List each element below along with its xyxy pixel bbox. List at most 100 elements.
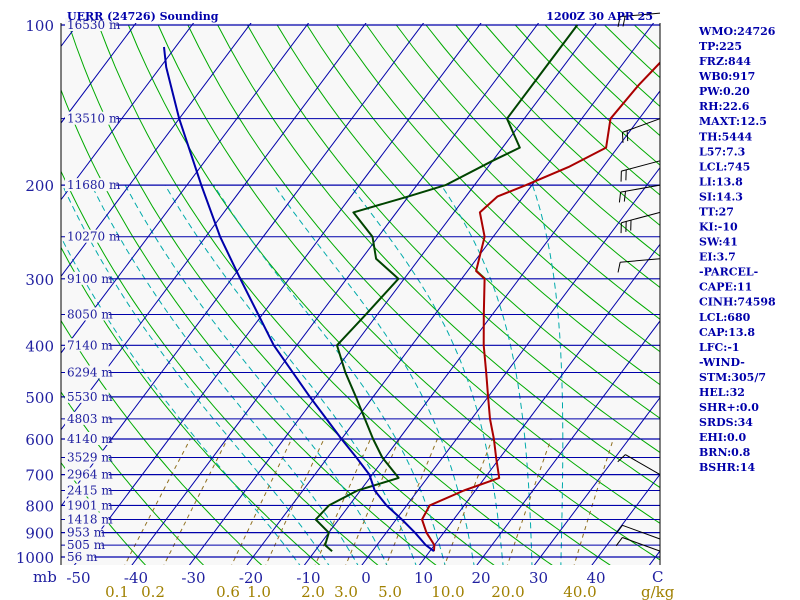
mixing-ratio-label: 2.0: [301, 583, 325, 600]
index-value: TP:225: [699, 40, 742, 53]
chart-title: UERR (24726) Sounding: [67, 10, 219, 23]
wind-barb-staff: [620, 258, 661, 263]
index-value: FRZ:844: [699, 55, 751, 68]
isotherm: [61, 23, 310, 354]
mixing-ratio-label: 40.0: [563, 583, 596, 600]
index-value: BSHR:14: [699, 461, 755, 474]
height-label: 6294 m: [67, 366, 113, 380]
height-label-bg: [65, 338, 109, 352]
index-value: KI:-10: [699, 221, 738, 234]
moist-adiabat: [91, 184, 359, 565]
height-label-bg: [65, 525, 102, 539]
mixing-ratio-line: [444, 438, 493, 565]
parcel-trace: [163, 46, 435, 552]
pressure-tick-label: 600: [25, 431, 54, 449]
dry-adiabat: [336, 24, 660, 353]
height-label-bg: [65, 307, 109, 321]
index-value: TH:5444: [699, 130, 753, 143]
mixing-ratio-label: 0.6: [216, 583, 240, 600]
height-label-bg: [65, 512, 109, 526]
height-label-bg: [65, 538, 102, 552]
temperature-tick-label: -40: [124, 569, 148, 587]
dry-adiabat: [395, 24, 660, 289]
temperature-tick-label: -20: [239, 569, 263, 587]
temperature-tick-label: 20: [471, 569, 490, 587]
height-label: 10270 m: [67, 230, 121, 244]
isotherm: [61, 23, 137, 124]
dewpoint-trace: [314, 24, 579, 552]
mixing-ratio-line: [265, 438, 325, 565]
dry-adiabat: [276, 24, 660, 419]
dry-adiabat: [246, 24, 660, 454]
wind-barbs: [615, 12, 661, 552]
index-value: RH:22.6: [699, 100, 750, 113]
pressure-tick-label: 700: [25, 467, 54, 485]
pressure-unit-label: mb: [33, 568, 57, 586]
isotherm: [476, 320, 660, 565]
isotherm: [73, 23, 482, 565]
mixing-ratio-label: 0.2: [141, 583, 165, 600]
height-label: 953 m: [67, 526, 106, 540]
wind-barb-flag: [621, 132, 624, 143]
mixing-ratio-label: 0.1: [105, 583, 129, 600]
dry-adiabat: [98, 24, 553, 565]
dry-adiabat: [306, 24, 660, 386]
dry-adiabat: [425, 24, 660, 257]
background-lines: [61, 23, 660, 565]
moist-adiabat: [62, 184, 330, 565]
height-label-bg: [65, 178, 117, 192]
pressure-tick-label: 100: [25, 17, 54, 35]
height-label: 11680 m: [67, 178, 121, 192]
mixing-ratio-label: 20.0: [491, 583, 524, 600]
height-label-bg: [65, 389, 109, 403]
moist-adiabat: [124, 184, 388, 565]
wind-barb-staff: [625, 454, 661, 476]
index-value: PW:0.20: [699, 85, 750, 98]
mixing-ratio-unit-label: g/kg: [641, 583, 675, 600]
moist-adiabat: [532, 184, 564, 565]
pressure-tick-label: 200: [25, 177, 54, 195]
index-value: SRDS:34: [699, 416, 753, 429]
index-value: MAXT:12.5: [699, 115, 767, 128]
temperature-tick-label: -50: [66, 569, 90, 587]
dry-adiabat: [61, 461, 147, 565]
height-label: 4140 m: [67, 432, 113, 446]
wind-barb-flag: [615, 525, 623, 534]
wind-barb-staff: [620, 184, 661, 193]
height-label-bg: [65, 411, 109, 425]
dry-adiabat: [61, 391, 205, 565]
mixing-ratio-line: [314, 438, 371, 565]
pressure-tick-label: 300: [25, 271, 54, 289]
pressure-tick-label: 400: [25, 337, 54, 355]
mixing-ratio-line: [573, 438, 614, 565]
index-value: SW:41: [699, 236, 738, 249]
mixing-ratio-line: [124, 438, 191, 565]
index-value: WMO:24726: [698, 25, 776, 38]
height-label: 9100 m: [67, 272, 113, 286]
pressure-tick-label: 500: [25, 389, 54, 407]
height-label: 8050 m: [67, 307, 113, 321]
isotherm: [246, 23, 655, 565]
index-value: LCL:680: [699, 311, 751, 324]
dry-adiabat: [217, 24, 660, 489]
isotherm: [533, 396, 660, 565]
index-value: SI:14.3: [699, 190, 743, 203]
height-label-bg: [65, 365, 109, 379]
temperature-tick-label: 10: [414, 569, 433, 587]
chart-datetime: 1200Z 30 APR 25: [546, 10, 653, 23]
isotherm: [61, 23, 195, 201]
dry-adiabat: [61, 319, 263, 565]
temperature-unit-label: C: [652, 568, 663, 586]
wind-barb-staff: [622, 524, 661, 540]
plot-frame: [60, 23, 661, 565]
pressure-tick-label: 900: [25, 525, 54, 543]
wind-barb-flag: [626, 130, 629, 142]
isotherm: [591, 473, 660, 565]
dry-adiabat: [187, 24, 660, 524]
temperature-tick-label: 30: [529, 569, 548, 587]
height-label-bg: [65, 467, 109, 481]
temperature-tick-label: -30: [181, 569, 205, 587]
height-label-bg: [65, 450, 109, 464]
